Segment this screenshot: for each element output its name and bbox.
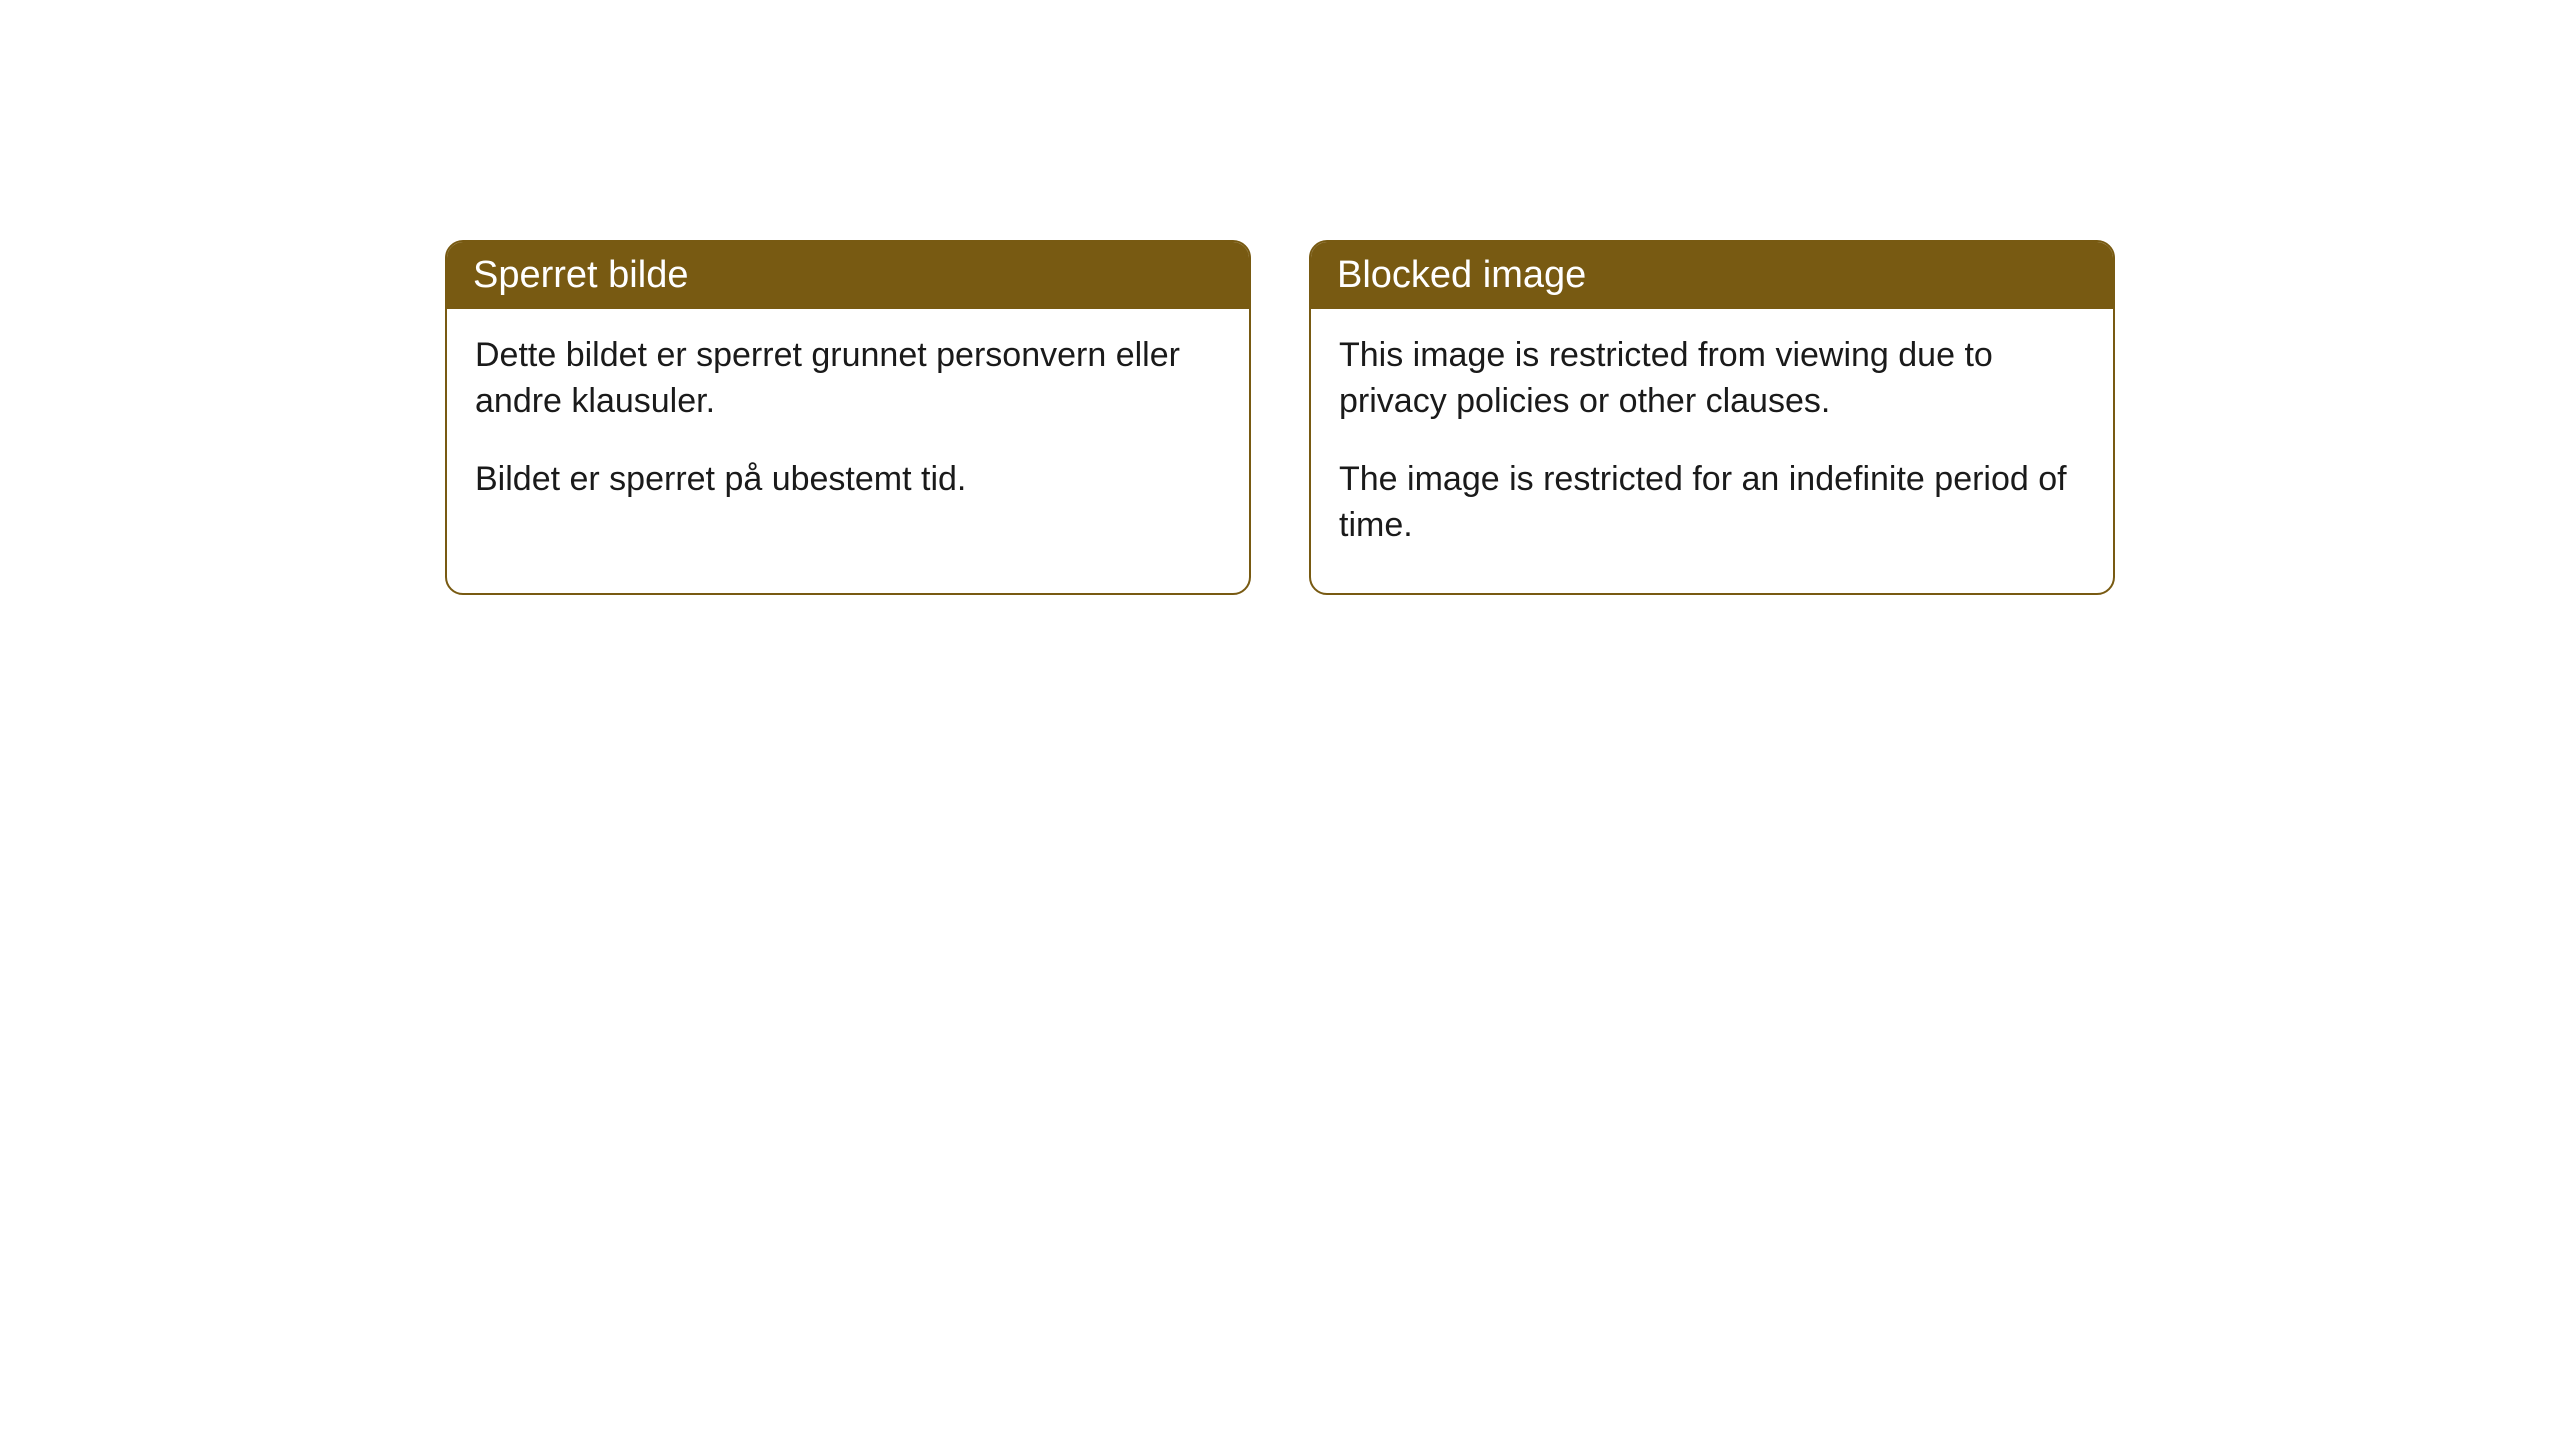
notice-cards-container: Sperret bilde Dette bildet er sperret gr…	[445, 240, 2115, 595]
card-paragraph: Dette bildet er sperret grunnet personve…	[475, 333, 1221, 425]
card-paragraph: The image is restricted for an indefinit…	[1339, 457, 2085, 549]
card-paragraph: Bildet er sperret på ubestemt tid.	[475, 457, 1221, 503]
blocked-image-card-no: Sperret bilde Dette bildet er sperret gr…	[445, 240, 1251, 595]
card-paragraph: This image is restricted from viewing du…	[1339, 333, 2085, 425]
blocked-image-card-en: Blocked image This image is restricted f…	[1309, 240, 2115, 595]
card-body: This image is restricted from viewing du…	[1311, 309, 2113, 593]
card-header: Blocked image	[1311, 242, 2113, 309]
card-body: Dette bildet er sperret grunnet personve…	[447, 309, 1249, 547]
card-header: Sperret bilde	[447, 242, 1249, 309]
